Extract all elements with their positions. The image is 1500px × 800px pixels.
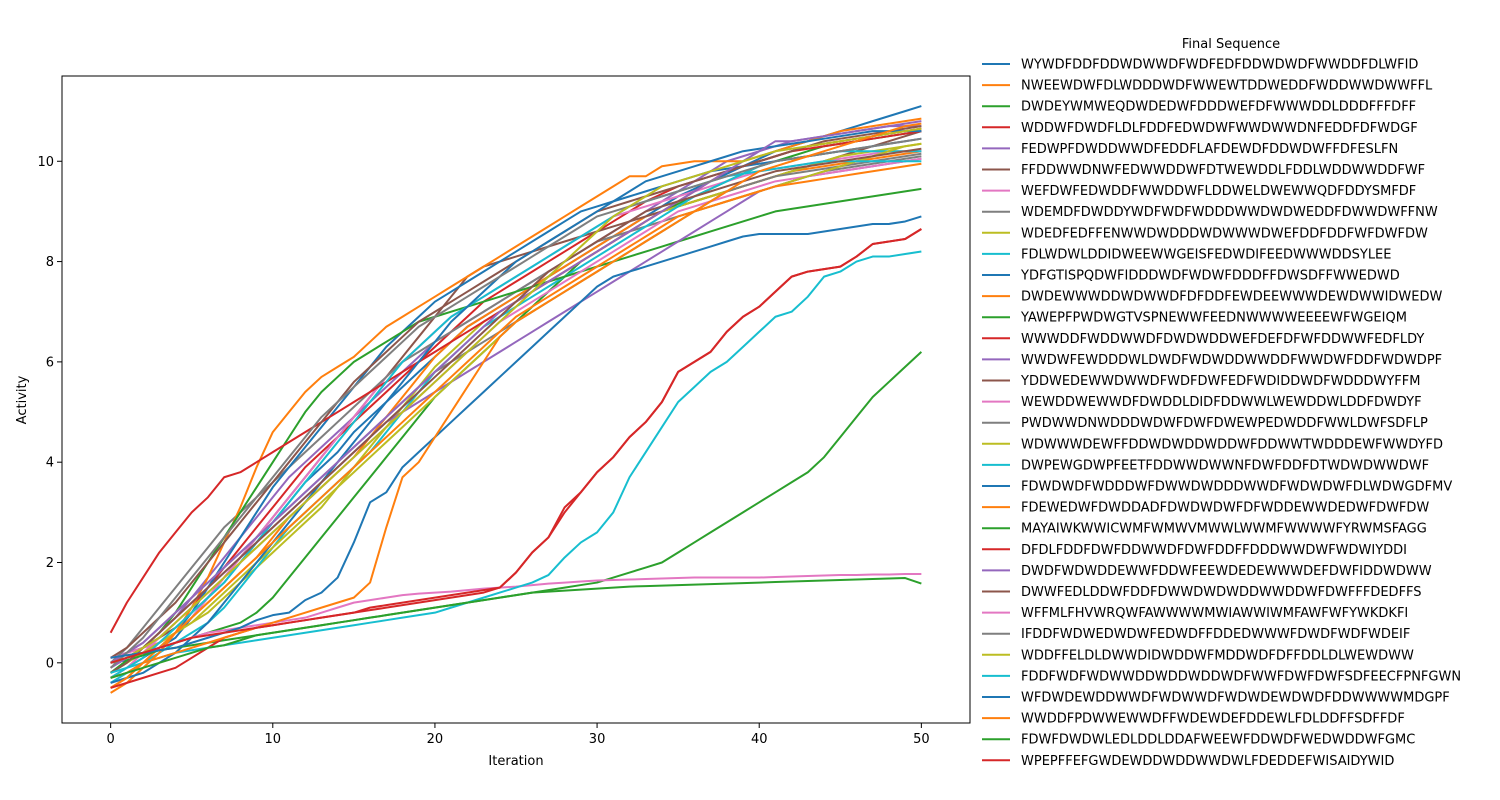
legend-label-24: DFDLFDDFDWFDDWWDFDWFDDFFDDDWWDWFWDWIYDDI [1021, 543, 1407, 558]
legend: Final Sequence WYWDFDDFDDWDWWDFWDFEDFDDW… [982, 37, 1461, 769]
legend-label-32: WWDDFPDWWEWWDFFWDEWDEFDDEWLFDLDDFFSDFFDF [1021, 712, 1405, 727]
legend-label-28: IFDDFWDWEDWDWFEDWDFFDDEDWWWFDWDFWDFWDEIF [1021, 627, 1410, 642]
series-line-26 [110, 147, 922, 674]
legend-label-27: WFFMLFHVWRQWFAWWWWMWIAWWIWMFAWFWFYWKDKFI [1021, 606, 1408, 621]
legend-items: WYWDFDDFDDWDWWDFWDFEDFDDWDWDFWWDDFDLWFID… [982, 58, 1461, 769]
series-line-20 [110, 160, 922, 679]
legend-label-23: MAYAIWKWWICWMFWMWVMWWLWWMFWWWWFYRWMSFAGG [1021, 522, 1427, 537]
y-tick-label: 4 [46, 456, 54, 471]
legend-label-25: DWDFWDWDDEWWFDDWFEEWDEDEWWWDEFDWFIDDWDWW [1021, 564, 1432, 579]
series-line-12 [110, 117, 922, 694]
x-tick-label: 20 [427, 732, 444, 747]
legend-label-16: YDDWEDEWWDWWDFWDFDWFEDFWDIDDWDFWDDDWYFFM [1020, 374, 1420, 389]
x-tick-label: 50 [913, 732, 930, 747]
x-axis-ticks: 0 10 20 30 40 50 [107, 723, 930, 747]
legend-label-12: DWDEWWWDDWDWWDFDFDDFEWDEEWWWDEWDWWIDWEDW [1021, 290, 1443, 305]
legend-title: Final Sequence [1182, 37, 1280, 52]
x-tick-label: 40 [751, 732, 768, 747]
legend-label-19: WDWWWDEWFFDDWDWDDWDDWFDDWWTWDDDEWFWWDYFD [1021, 437, 1443, 452]
legend-label-13: YAWEPFPWDWGTVSPNEWWFEEDNWWWWEEEEWFWGEIQM [1020, 311, 1407, 326]
series-line-33 [110, 577, 922, 679]
y-tick-label: 8 [46, 255, 54, 270]
legend-label-14: WWWDDFWDDWWDFDWDWDDWEFDEFDFWFDDWWFEDFLDY [1021, 332, 1424, 347]
x-tick-label: 10 [265, 732, 282, 747]
legend-label-30: FDDFWDFWDWWDDWDDWDDWDFWWFDWFDWFSDFEECFPN… [1021, 669, 1461, 684]
series-line-30 [110, 250, 922, 674]
legend-label-10: FDLWDWLDDIDWEEWWGEISFEDWDIFEEDWWWDDSYLEE [1021, 247, 1392, 262]
y-tick-label: 2 [46, 556, 54, 571]
y-axis-ticks: 0 2 4 6 8 10 [37, 155, 62, 671]
legend-label-20: DWPEWGDWPFEETFDDWWDWWNFDWFDDFDTWDWDWWDWF [1021, 458, 1429, 473]
series-line-28 [109, 137, 922, 669]
x-axis-title: Iteration [488, 754, 543, 769]
x-tick-label: 0 [107, 732, 115, 747]
legend-label-2: NWEEWDWFDLWDDDWDFWWEWTDDWEDDFWDDWWDWWFFL [1021, 79, 1433, 94]
legend-label-21: FDWDWDFWDDDWFDWWDWDDDWWDFWDWDWFDLWDWGDFM… [1021, 480, 1452, 495]
legend-label-33: FDWFDWDWLEDLDDLDDAFWEEWFDDWDFWEDWDDWFGMC [1021, 733, 1415, 748]
legend-label-1: WYWDFDDFDDWDWWDFWDFEDFDDWDWDFWWDDFDLWFID [1021, 58, 1418, 73]
series-line-32 [110, 122, 922, 679]
legend-label-34: WPEPFFEFGWDEWDDWDDWWDWLFDEDDEFWISAIDYWID [1021, 754, 1394, 769]
series-line-22 [110, 162, 922, 689]
y-tick-label: 6 [46, 355, 54, 370]
series-line-34 [110, 228, 922, 664]
legend-label-5: FEDWPFDWDDWWDFEDDFLAFDEWDFDDWDWFFDFESLFN [1021, 142, 1398, 157]
x-tick-label: 30 [589, 732, 606, 747]
legend-label-4: WDDWFDWDFLDLFDDFEDWDWFWWDWWDNFEDDFDFWDGF [1021, 121, 1418, 136]
plot-frame [61, 75, 971, 724]
legend-label-26: DWWFEDLDDWFDDFDWWDWDWDDWWDDWFDWFFFDEDFFS [1021, 585, 1422, 600]
series-line-31 [110, 215, 922, 659]
legend-label-18: PWDWWDNWDDDWDWFDWFDWEWPEDWDDFWWLDWFSDFLP [1021, 416, 1428, 431]
legend-label-22: FDEWEDWFDWDDADFDWDWDWFDFWDDEWWDEDWFDWFDW [1021, 501, 1429, 516]
y-axis-title: Activity [15, 375, 30, 424]
series-lines [109, 105, 923, 694]
legend-label-8: WDEMDFDWDDYWDFWDFWDDDWWDWDWEDDFDWWDWFFNW [1021, 205, 1438, 220]
legend-label-7: WEFDWFEDWDDFWWDDWFLDDWELDWEWWQDFDDYSMFDF [1021, 184, 1416, 199]
legend-label-11: YDFGTISPQDWFIDDDWDFWDWFDDDFFDWSDFFWWEDWD [1020, 269, 1400, 284]
legend-label-17: WEWDDWEWWDFDWDDLDIDFDDWWLWEWDDWLDDFDWDYF [1021, 395, 1422, 410]
legend-label-29: WDDFFELDLDWWDIDWDDWFMDDWDFDFFDDLDLWEWDWW [1021, 648, 1414, 663]
series-line-13 [110, 187, 922, 674]
legend-label-6: FFDDWWDNWFEDWWDDWFDTWEWDDLFDDLWDDWWDDFWF [1021, 163, 1425, 178]
legend-label-15: WWDWFEWDDDWLDWDFWDWDDWWDDFWWDWFDDFWDWDPF [1021, 353, 1442, 368]
y-tick-label: 0 [46, 656, 54, 671]
y-tick-label: 10 [37, 155, 54, 170]
legend-label-9: WDEDFEDFFENWWDWDDDWDWWWDWEFDDFDDFWFDWFDW [1021, 226, 1428, 241]
series-line-21 [110, 130, 922, 684]
series-line-29 [110, 127, 922, 664]
legend-label-3: DWDEYWMWEQDWDEDWFDDDWEFDFWWWDDLDDDFFFDFF [1021, 100, 1416, 115]
legend-label-31: WFDWDEWDDWWDFWDWWDFWDWDEWDWDFDDWWWWMDGPF [1021, 691, 1450, 706]
